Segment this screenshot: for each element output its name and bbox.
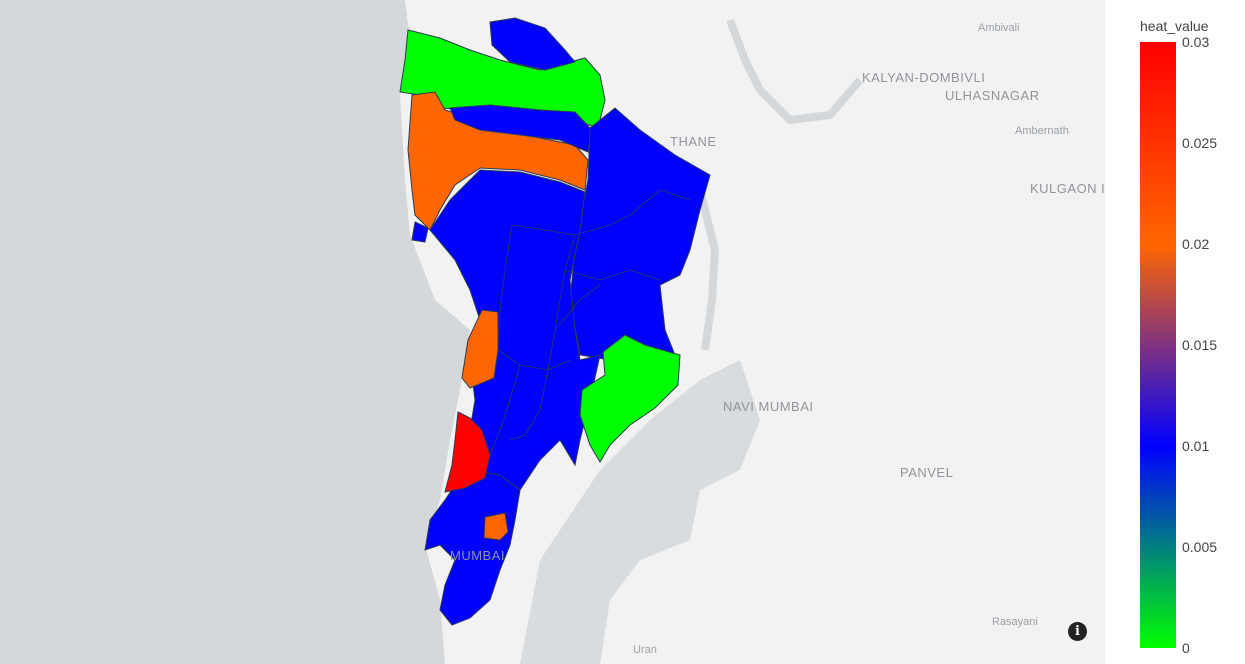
region-blue-strip[interactable] <box>449 104 593 153</box>
place-label: Uran <box>633 644 657 656</box>
place-label: NAVI MUMBAI <box>723 399 814 414</box>
ward-borders <box>489 189 691 456</box>
region-blue-south[interactable] <box>424 469 521 626</box>
place-labels: Ambivali KALYAN-DOMBIVLI ULHASNAGAR Ambe… <box>450 22 1105 656</box>
region-green-east[interactable] <box>579 334 681 463</box>
place-label: ULHASNAGAR <box>945 88 1040 103</box>
region-red-south[interactable] <box>444 411 491 493</box>
colorbar-gradient <box>1140 42 1176 648</box>
place-label: MUMBAI <box>450 548 505 563</box>
place-label: PANVEL <box>900 465 953 480</box>
region-orange-small-south[interactable] <box>483 512 509 541</box>
place-label: THANE <box>670 134 717 149</box>
colorbar-tick: 0.01 <box>1182 438 1210 454</box>
info-icon[interactable]: i <box>1068 622 1087 641</box>
place-label: Rasayani <box>992 616 1038 628</box>
region-blue-tip[interactable] <box>411 221 429 243</box>
place-label: KULGAON I <box>1030 181 1105 196</box>
colorbar-tick: 0.005 <box>1182 539 1218 555</box>
colorbar-tick: 0.03 <box>1182 34 1210 50</box>
sea-area <box>0 0 470 664</box>
colorbar-tick: 0 <box>1182 640 1190 656</box>
colorbar-tick: 0.025 <box>1182 135 1218 151</box>
region-north-blue-top[interactable] <box>489 17 576 71</box>
colorbar-tick: 0.02 <box>1182 236 1210 252</box>
map-canvas[interactable]: Ambivali KALYAN-DOMBIVLI ULHASNAGAR Ambe… <box>0 0 1105 664</box>
harbour-water <box>520 360 760 664</box>
region-orange-midwest[interactable] <box>461 309 499 389</box>
place-label: Ambernath <box>1015 125 1069 137</box>
place-label: KALYAN-DOMBIVLI <box>862 70 985 85</box>
colorbar-title: heat_value <box>1140 18 1209 34</box>
creek-water <box>696 18 864 351</box>
colorbar-tick: 0.015 <box>1182 337 1218 353</box>
place-label: Ambivali <box>978 22 1020 34</box>
